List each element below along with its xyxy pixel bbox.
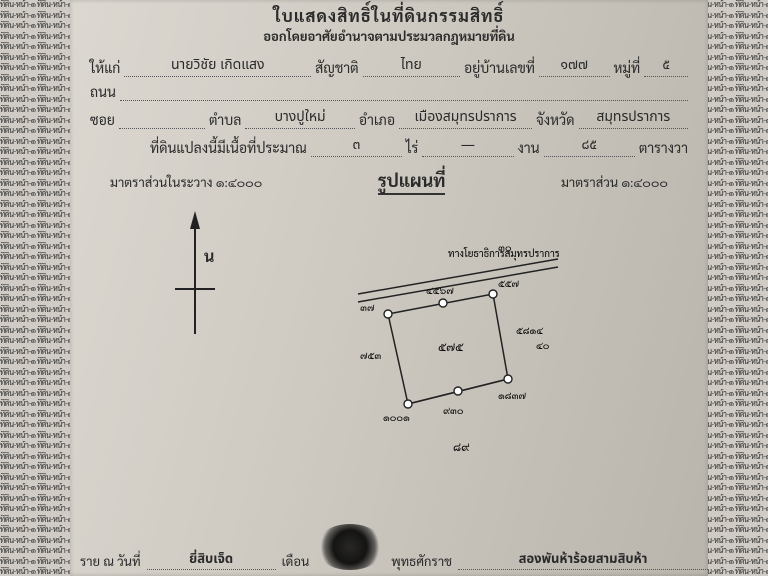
compass-label: น <box>204 245 214 266</box>
doc-subtitle: ออกโดยอาศัยอำนาจตามประมวลกฎหมายที่ดิน <box>70 28 708 45</box>
val-wa: ๘๕ <box>544 135 635 157</box>
lbl-moo: หมู่ที่ <box>614 59 641 77</box>
north-compass: น <box>170 209 220 343</box>
svg-text:๓๐: ๓๐ <box>498 241 512 254</box>
footer-year: สองพันห้าร้อยสามสิบห้า <box>458 549 708 570</box>
lbl-ngan: งาน <box>518 139 540 157</box>
row-owner: ให้แก่ นายวิชัย เกิดแสง สัญชาติ ไทย อยู่… <box>70 55 708 77</box>
doc-title: ใบแสดงสิทธิ์ในที่ดินกรรมสิทธิ์ <box>70 4 708 26</box>
val-amphoe: เมืองสมุทรปราการ <box>399 107 532 129</box>
lbl-province: จังหวัด <box>536 111 575 129</box>
svg-text:๑๐๐๑: ๑๐๐๑ <box>383 411 410 424</box>
svg-text:๔๕๖๗: ๔๕๖๗ <box>426 284 454 297</box>
val-tambon: บางปูใหม่ <box>245 107 355 129</box>
scale-right: มาตราส่วน ๑:๔๐๐๐ <box>561 174 668 191</box>
val-moo: ๕ <box>644 55 688 77</box>
map-title: รูปแผนที่ <box>378 169 446 195</box>
svg-text:๔๐: ๔๐ <box>536 339 550 352</box>
row-road: ถนน <box>70 83 708 101</box>
val-road <box>120 84 688 101</box>
svg-text:๕๗๕: ๕๗๕ <box>438 338 464 354</box>
scale-left: มาตราส่วนในระวาง ๑:๔๐๐๐ <box>110 174 262 191</box>
footer-row: ราย ณ วันที่ ยี่สิบเจ็ด เดือน พุทธศักราช… <box>80 524 708 570</box>
seal-stamp <box>315 524 385 570</box>
footer-prefix: ราย ณ วันที่ <box>80 553 141 570</box>
map-area: น ทางโยธาธิการสมุทรปราการ ๓๐ ๓๗ ๔ <box>70 199 708 479</box>
val-ngan: — <box>422 135 513 157</box>
val-rai: ๓ <box>311 135 402 157</box>
svg-text:๕๕๗: ๕๕๗ <box>498 277 520 290</box>
lbl-road: ถนน <box>90 83 116 101</box>
lbl-nat: สัญชาติ <box>315 59 359 77</box>
lbl-soi: ซอย <box>90 111 115 129</box>
lbl-area: ที่ดินแปลงนี้มีเนื้อที่ประมาณ <box>150 139 307 157</box>
val-house: ๑๗๗ <box>539 55 610 77</box>
svg-text:๗๕๓: ๗๕๓ <box>360 349 381 362</box>
lbl-house: อยู่บ้านเลขที่ <box>464 59 535 77</box>
svg-text:๓๗: ๓๗ <box>360 301 375 314</box>
svg-text:๑๘๓๗: ๑๘๓๗ <box>498 389 526 402</box>
lbl-tambon: ตำบล <box>209 111 241 129</box>
scale-row: มาตราส่วนในระวาง ๑:๔๐๐๐ รูปแผนที่ มาตราส… <box>70 157 708 199</box>
footer-month-lbl: เดือน <box>282 553 310 570</box>
footer-day: ยี่สิบเจ็ด <box>147 549 276 570</box>
val-province: สมุทรปราการ <box>579 107 689 129</box>
val-nat: ไทย <box>363 55 460 77</box>
lbl-amphoe: อำเภอ <box>359 111 395 129</box>
svg-text:๕๘๑๔: ๕๘๑๔ <box>516 324 543 337</box>
lbl-wa: ตารางวา <box>639 139 688 157</box>
document-page: ใบแสดงสิทธิ์ในที่ดินกรรมสิทธิ์ ออกโดยอาศ… <box>70 0 708 576</box>
val-name: นายวิชัย เกิดแสง <box>124 55 311 77</box>
footer-era: พุทธศักราช <box>391 553 452 570</box>
left-border-pattern: ที่ดิน-หน้า-๑ ที่ดิน-หน้า-๑ที่ดิน-หน้า-๑… <box>0 0 70 576</box>
svg-text:๘๙: ๘๙ <box>453 438 469 454</box>
plot-diagram: ทางโยธาธิการสมุทรปราการ ๓๐ ๓๗ ๔๕๖๗ ๕๕๗ ๗… <box>298 239 598 469</box>
row-address: ซอย ตำบล บางปูใหม่ อำเภอ เมืองสมุทรปรากา… <box>70 107 708 129</box>
lbl-rai: ไร่ <box>406 139 418 157</box>
right-border-pattern: ที่ดิน-หน้า-๑ ที่ดิน-หน้า-๑ที่ดิน-หน้า-๑… <box>698 0 768 576</box>
title-block: ใบแสดงสิทธิ์ในที่ดินกรรมสิทธิ์ ออกโดยอาศ… <box>70 0 708 45</box>
val-soi <box>119 112 205 129</box>
row-area: ที่ดินแปลงนี้มีเนื้อที่ประมาณ ๓ ไร่ — งา… <box>70 135 708 157</box>
lbl-give-to: ให้แก่ <box>90 59 120 77</box>
svg-text:๙๓๐: ๙๓๐ <box>443 404 464 417</box>
compass-icon <box>170 209 220 339</box>
